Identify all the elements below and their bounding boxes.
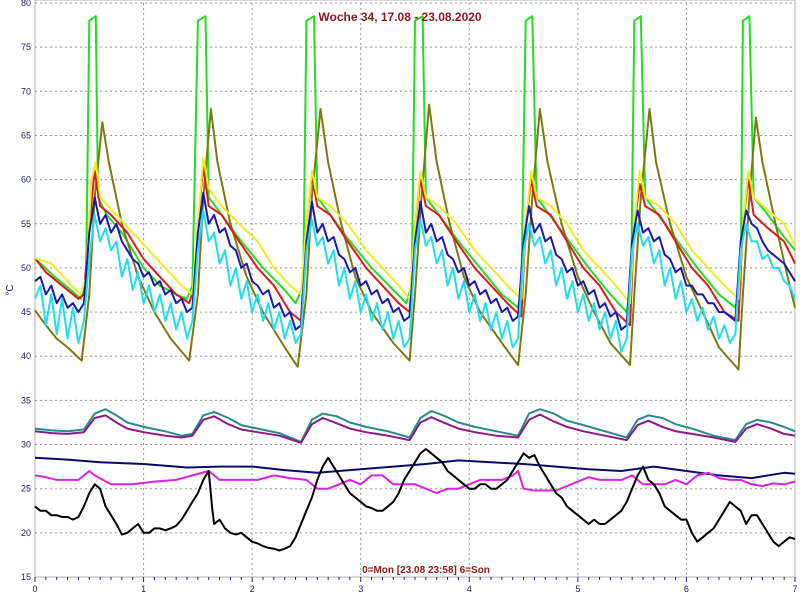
x-tick-label: 4 [467, 584, 472, 594]
series-line [34, 413, 796, 444]
x-tick-label: 1 [141, 584, 146, 594]
y-tick-label: 30 [21, 440, 31, 450]
x-tick-label: 7 [792, 584, 797, 594]
y-tick-label: 15 [21, 572, 31, 582]
y-tick-label: 50 [21, 263, 31, 273]
chart-title: Woche 34, 17.08 - 23.08.2020 [318, 10, 482, 24]
y-axis-label: °C [5, 284, 16, 295]
y-tick-label: 60 [21, 175, 31, 185]
y-tick-label: 45 [21, 307, 31, 317]
series-group [34, 15, 796, 552]
y-tick-label: 40 [21, 351, 31, 361]
series-line [34, 470, 796, 495]
chart-footer: 0=Mon [23.08 23:58] 6=Son [362, 565, 490, 576]
series-line [34, 408, 796, 443]
series-line [34, 448, 796, 552]
x-tick-label: 3 [358, 584, 363, 594]
y-tick-label: 55 [21, 219, 31, 229]
series-line [34, 103, 796, 371]
x-tick-label: 5 [575, 584, 580, 594]
y-tick-label: 80 [21, 0, 31, 8]
y-tick-label: 75 [21, 42, 31, 52]
x-tick-label: 6 [684, 584, 689, 594]
series-line [34, 209, 796, 353]
y-tick-label: 25 [21, 484, 31, 494]
x-tick-label: 0 [32, 584, 37, 594]
y-tick-label: 70 [21, 86, 31, 96]
y-tick-label: 65 [21, 130, 31, 140]
y-tick-label: 20 [21, 528, 31, 538]
x-tick-label: 2 [250, 584, 255, 594]
y-tick-label: 35 [21, 395, 31, 405]
series-line [34, 156, 796, 305]
series-line [34, 191, 796, 331]
